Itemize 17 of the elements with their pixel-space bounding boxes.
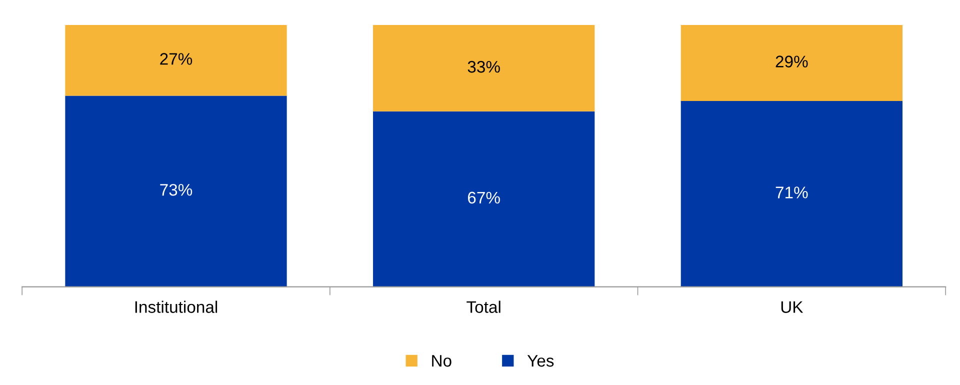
bar <box>65 96 287 287</box>
x-tick-label: UK <box>781 301 804 313</box>
bar <box>65 25 287 96</box>
x-tick-label: Institutional <box>135 300 218 313</box>
legend-label: Yes <box>527 355 554 367</box>
data-label: 29% <box>776 56 808 68</box>
data-label: 71% <box>776 186 808 198</box>
data-label: 67% <box>468 192 500 204</box>
legend-label: No <box>432 355 452 367</box>
x-tick-label: Total <box>466 300 500 313</box>
bar <box>680 100 902 287</box>
bar <box>373 25 595 112</box>
bar <box>373 111 595 287</box>
data-label: 33% <box>468 60 500 73</box>
bar <box>680 25 902 101</box>
data-label: 27% <box>160 53 192 65</box>
data-label: 73% <box>160 184 192 196</box>
